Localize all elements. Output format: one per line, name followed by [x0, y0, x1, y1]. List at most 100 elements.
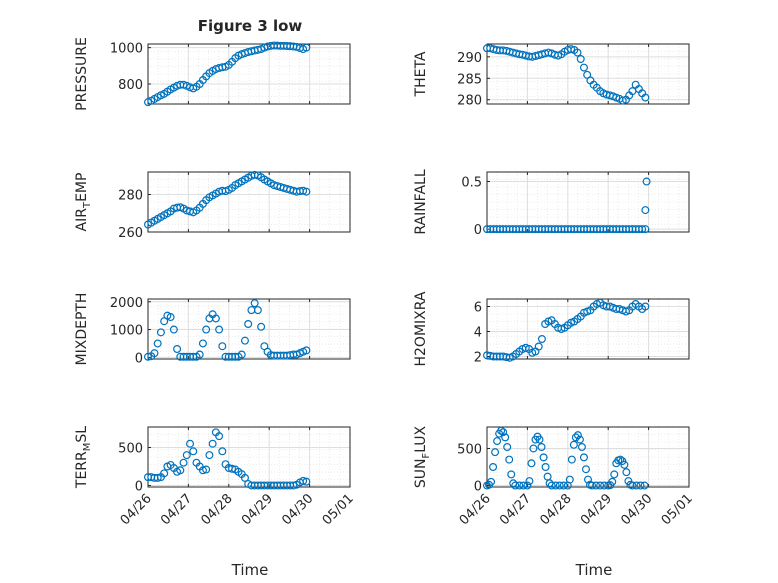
data-point	[511, 481, 520, 490]
data-point	[202, 325, 211, 334]
subplot-terr-msl: 0 500 TERRMSL 04/26 04/27 04/28 04/29 04/30 05/0…	[74, 426, 357, 529]
series-markers	[144, 41, 311, 107]
data-point	[527, 459, 536, 468]
axes-frame	[486, 298, 690, 360]
data-point	[588, 481, 597, 490]
series-markers	[483, 426, 649, 490]
subplot-sun-flux: 0 500 SUNFLUX 04/26 04/27 04/28 04/29 04/30 05/0…	[413, 425, 696, 528]
data-point	[638, 225, 647, 234]
data-point	[579, 63, 588, 72]
y-tick-label: 2000	[110, 296, 143, 311]
y-tick-label: 280	[118, 189, 143, 204]
data-point	[182, 451, 191, 460]
data-point	[573, 48, 582, 57]
data-point	[501, 433, 510, 442]
data-point	[628, 481, 637, 490]
data-point	[642, 177, 651, 186]
axes-frame	[147, 43, 351, 105]
data-point	[179, 458, 188, 467]
data-point	[487, 477, 496, 486]
data-point	[618, 96, 627, 105]
data-point	[160, 469, 169, 478]
x-tick-label: 04/26	[118, 491, 155, 528]
data-point	[489, 463, 498, 472]
series-markers	[483, 177, 651, 234]
data-point	[228, 464, 237, 473]
axes-frame	[486, 43, 690, 105]
data-point	[257, 322, 266, 331]
data-point	[503, 443, 512, 452]
data-point	[195, 350, 204, 359]
data-point	[519, 481, 528, 490]
y-tick-label: 0	[135, 351, 143, 366]
data-point	[218, 447, 227, 456]
data-point	[610, 470, 619, 479]
subplot-air-temp: 260 280 AIRTEMP	[74, 170, 351, 241]
grid-lines	[486, 172, 690, 232]
y-tick-label: 260	[118, 226, 143, 241]
data-point	[240, 336, 249, 345]
x-tick-label: 04/29	[239, 491, 276, 528]
y-tick-label: 2	[474, 351, 482, 366]
x-axis-label-left: Time	[231, 561, 269, 579]
data-point	[632, 481, 641, 490]
grid-lines	[147, 427, 351, 487]
y-tick-label: 800	[118, 78, 143, 93]
x-axis-label-right: Time	[575, 561, 613, 579]
y-tick-label: 6	[474, 301, 482, 316]
data-point	[153, 473, 162, 482]
data-point	[567, 455, 576, 464]
data-point	[166, 313, 175, 322]
y-tick-label: 0	[135, 479, 143, 494]
data-point	[299, 186, 308, 195]
y-axis-label: THETA	[413, 51, 429, 97]
data-point	[641, 302, 650, 311]
data-point	[244, 320, 253, 329]
y-tick-label: 290	[457, 51, 482, 66]
data-point	[592, 481, 601, 490]
series-markers	[144, 170, 311, 229]
y-axis-label: AIRTEMP	[74, 173, 93, 232]
subplot-pressure: 800 1000 PRESSURE	[74, 37, 351, 111]
subplot-theta: 280 285 290 THETA	[413, 43, 690, 109]
data-point	[620, 460, 629, 469]
series-markers	[144, 428, 311, 490]
data-point	[499, 428, 508, 437]
y-tick-label: 500	[457, 442, 482, 457]
data-point	[565, 475, 574, 484]
data-point	[215, 325, 224, 334]
data-point	[535, 435, 544, 444]
data-point	[144, 352, 153, 361]
data-point	[505, 455, 514, 464]
data-point	[541, 463, 550, 472]
axes-frame	[147, 298, 351, 360]
data-point	[622, 468, 631, 477]
y-axis-label: MIXDEPTH	[74, 293, 90, 366]
data-point	[198, 339, 207, 348]
data-point	[218, 342, 227, 351]
series-markers	[483, 44, 650, 105]
x-tick-label: 04/30	[279, 491, 316, 528]
data-point	[555, 481, 564, 490]
grid-lines	[486, 427, 690, 487]
x-tick-label: 04/27	[497, 491, 534, 528]
x-tick-label: 05/01	[659, 491, 696, 528]
data-point	[539, 453, 548, 462]
data-point	[525, 477, 534, 486]
y-tick-label: 0	[474, 480, 482, 495]
data-point	[577, 443, 586, 452]
figure-title: Figure 3 low	[198, 17, 303, 35]
data-point	[636, 481, 645, 490]
data-point	[640, 481, 649, 490]
data-point	[299, 476, 308, 485]
data-point	[186, 439, 195, 448]
series-markers	[483, 298, 650, 362]
data-point	[534, 342, 543, 351]
data-point	[302, 187, 311, 196]
data-point	[569, 440, 578, 449]
subplot-rainfall: 0 0.5 RAINFALL	[413, 169, 690, 238]
y-axis-label: SUNFLUX	[413, 425, 432, 488]
data-point	[573, 431, 582, 440]
